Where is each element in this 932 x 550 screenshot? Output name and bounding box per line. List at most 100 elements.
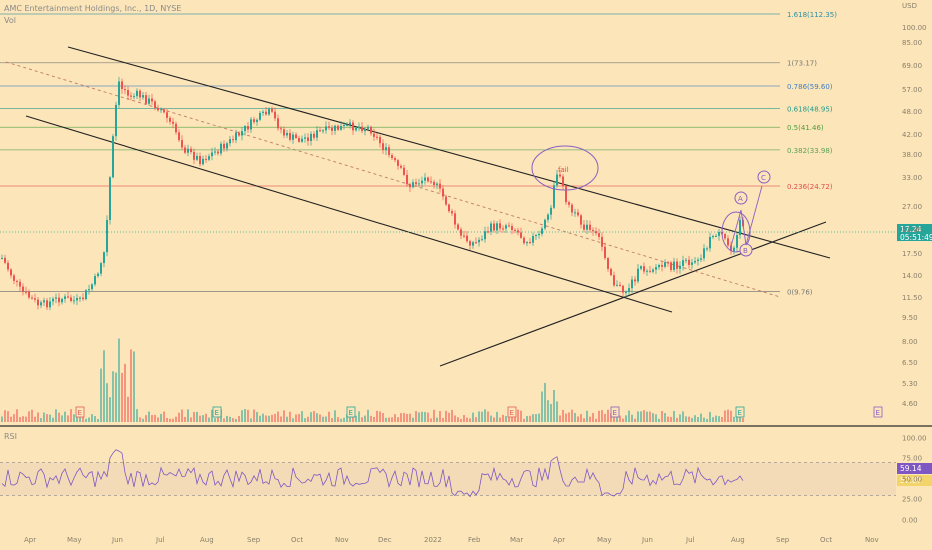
volume-bar [640,411,642,422]
price-tick-label: 27.00 [902,203,922,211]
candle-body [514,229,516,231]
volume-bar [166,417,168,422]
candle-body [331,127,333,131]
volume-bar [223,418,225,422]
candle-body [325,126,327,131]
earnings-marker [75,406,85,418]
candle-body [490,223,492,232]
volume-bar [211,409,213,422]
candle-body [565,186,567,203]
candle-body [400,165,402,168]
candle-body [646,270,648,272]
candle-body [310,133,312,141]
volume-bar [655,414,657,422]
volume-bar [337,417,339,422]
wave-marker [734,191,748,205]
volume-bar [676,417,678,422]
time-tick-label: Nov [865,536,879,544]
volume-label: Vol [4,16,16,25]
candle-body [622,285,624,293]
volume-bar [322,416,324,422]
volume-bar [31,409,33,422]
time-tick-label: Jul [685,536,695,544]
volume-bar [580,414,582,422]
volume-bar [355,415,357,422]
volume-bar [43,412,45,422]
volume-bar [454,415,456,422]
candle-body [73,300,75,302]
volume-bar [277,411,279,422]
candle-body [268,108,270,115]
candle-body [661,264,663,267]
volume-bar [391,417,393,422]
fib-label: 1.618(112.35) [787,11,837,19]
volume-bar [73,414,75,422]
candle-body [736,235,738,248]
time-tick-label: Mar [510,536,523,544]
volume-bar [730,410,732,422]
volume-bar [418,412,420,422]
volume-bar [535,414,537,422]
candle-body [538,233,540,236]
volume-bar [136,409,138,422]
price-tick-label: 3.90 [902,0,918,2]
price-tick-label: 17.50 [902,250,922,258]
time-tick-label: Feb [468,536,481,544]
volume-bar [715,415,717,422]
candle-body [526,242,528,244]
candle-body [670,262,672,270]
volume-bar [712,417,714,422]
fib-label: 0.236(24.72) [787,183,833,191]
volume-bar [490,415,492,422]
candle-body [64,296,66,299]
candle-body [361,126,363,132]
candle-body [256,119,258,123]
candle-body [724,234,726,239]
candle-body [655,267,657,270]
candle-body [148,98,150,104]
candle-body [109,177,111,220]
candle-body [211,152,213,157]
candle-body [403,167,405,175]
candle-body [598,233,600,237]
volume-bar [388,417,390,422]
volume-bar [25,416,27,422]
volume-bar [430,418,432,422]
volume-bar [307,416,309,422]
time-tick-label: Aug [200,536,214,544]
volume-bar [538,413,540,422]
candle-body [451,211,453,214]
wave-label: A [738,195,743,203]
price-tick-label: 5.30 [902,380,918,388]
volume-bar [592,412,594,422]
candle-body [589,224,591,230]
volume-bar [457,417,459,422]
candle-body [517,230,519,233]
time-tick-label: Sep [247,536,261,544]
candle-body [274,111,276,119]
wave-label: C [761,174,766,182]
wave-marker [757,170,771,184]
candle-body [511,226,513,230]
volume-bar [442,418,444,422]
volume-bar [718,416,720,422]
earnings-label: E [613,409,617,417]
volume-bar [436,417,438,422]
candle-body [103,252,105,264]
volume-bar [328,411,330,422]
candle-body [472,242,474,246]
candle-body [586,224,588,230]
volume-bar [466,417,468,422]
wave-circle [721,211,751,253]
volume-bar [292,418,294,422]
volume-bar [187,409,189,422]
candle-body [178,132,180,141]
volume-bar [637,411,639,422]
fib-label: 1(73.17) [787,60,817,68]
volume-bar [184,416,186,422]
volume-bar [22,416,24,422]
volume-bar [652,413,654,422]
volume-bar [406,413,408,422]
